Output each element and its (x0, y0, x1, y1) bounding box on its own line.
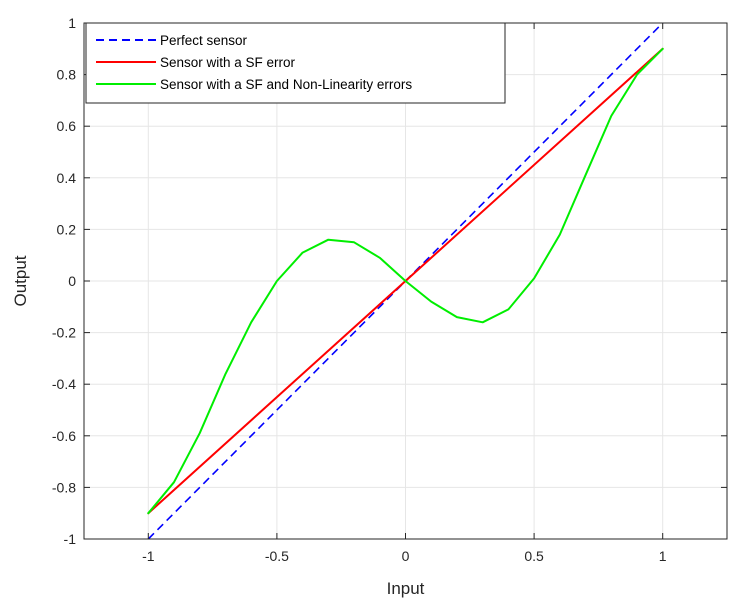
x-tick-label: -0.5 (265, 548, 289, 564)
y-axis-label: Output (11, 255, 30, 306)
series-line-sensor-with-a-sf-and-non-linearity-errors (147, 47, 664, 515)
y-tick-label: -0.2 (52, 325, 76, 341)
y-tick-label: 1 (68, 15, 76, 31)
y-tick-label: -0.8 (52, 479, 76, 495)
y-tick-label: 0.8 (57, 67, 77, 83)
y-tick-label: -0.4 (52, 376, 76, 392)
legend: Perfect sensor Sensor with a SF error Sens… (85, 22, 506, 104)
y-tick-label: 0 (68, 273, 76, 289)
x-tick-label: -1 (142, 548, 155, 564)
legend-label-sensor-with-a-sf-error: Sensor with a SF error (160, 55, 296, 70)
series-layer (147, 22, 664, 540)
x-axis-label: Input (387, 579, 425, 598)
axis-ticks: -1 -0.5 0 0.5 1 -1 -0.8 -0.6 -0.4 -0.2 0 0.2 0.4 0.6 0… (52, 15, 727, 564)
x-tick-label: 1 (659, 548, 667, 564)
y-tick-label: -0.6 (52, 428, 76, 444)
y-tick-label: 0.4 (57, 170, 77, 186)
y-tick-label: -1 (64, 531, 77, 547)
y-tick-label: 0.2 (57, 221, 77, 237)
legend-label-sensor-with-a-sf-and-non-linearity-errors: Sensor with a SF and Non-Linearity error… (160, 77, 412, 92)
x-tick-label: 0.5 (524, 548, 544, 564)
legend-label-perfect-sensor: Perfect sensor (160, 33, 248, 48)
y-tick-label: 0.6 (57, 118, 77, 134)
x-tick-label: 0 (402, 548, 410, 564)
